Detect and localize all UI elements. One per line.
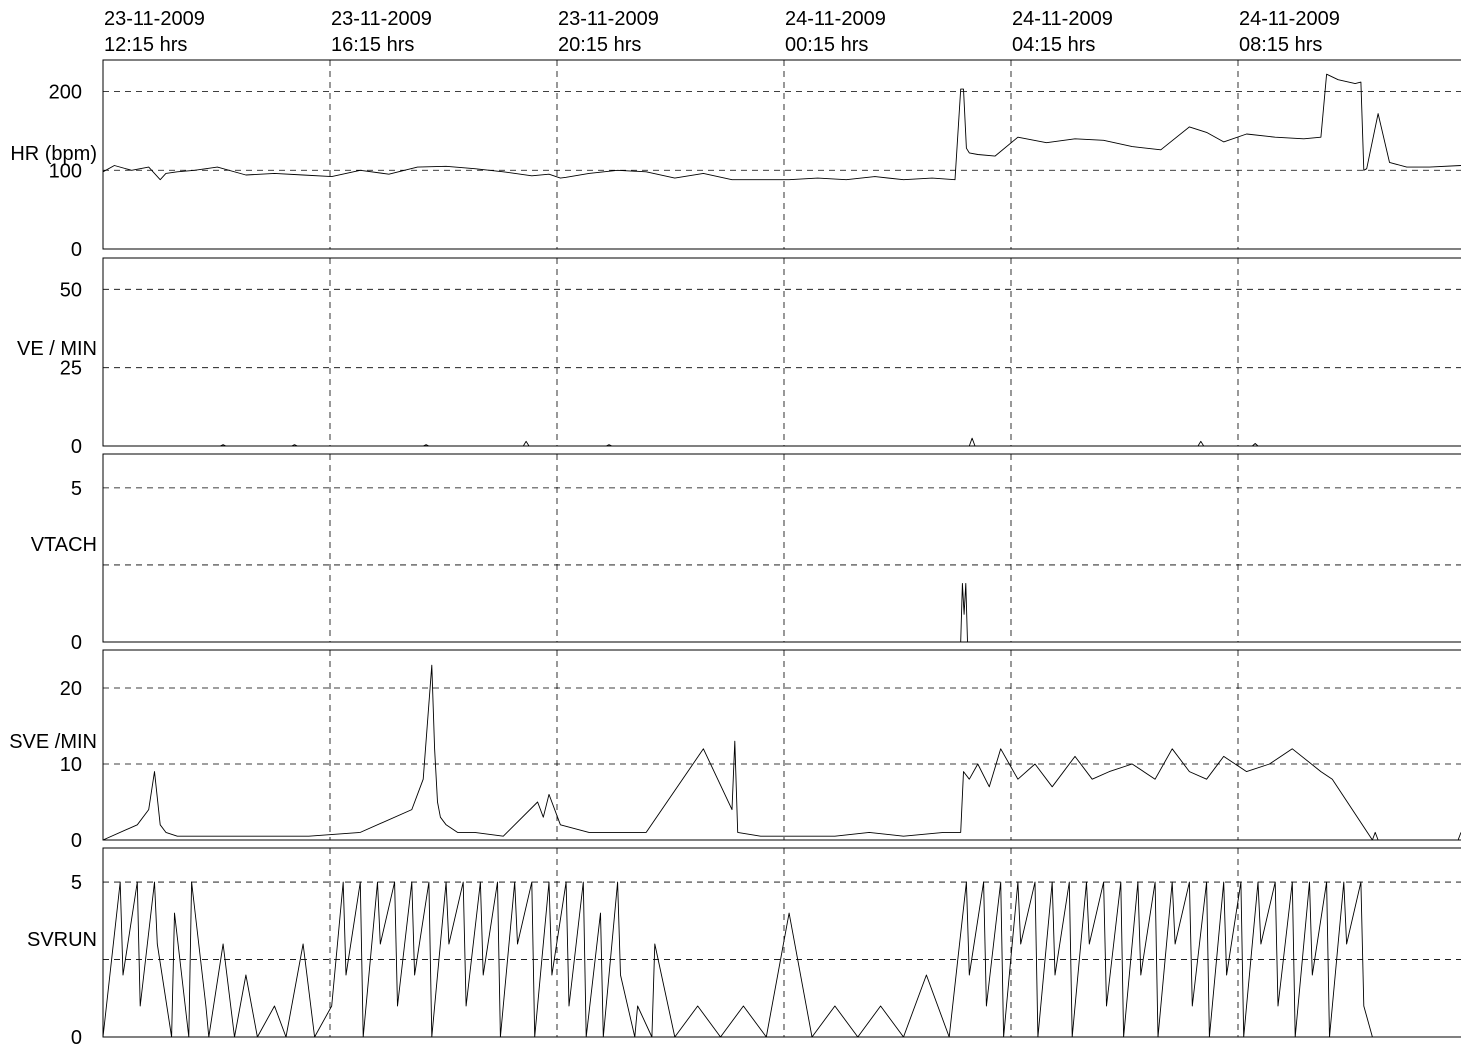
panel-label: SVRUN (27, 929, 97, 951)
time-axis: 23-11-2009 12:15 hrs 23-11-2009 16:15 hrs 23… (104, 8, 1340, 56)
time-tick-date-1: 23-11-2009 (331, 8, 432, 30)
panel-3: 0 10 20 SVE /MIN (9, 649, 1461, 852)
panel-2: 0 5 VTACH (31, 453, 1461, 654)
y-tick-label: 5 (71, 872, 82, 894)
panel-label: VE / MIN (17, 338, 97, 360)
series-line-3 (102, 664, 1461, 841)
panel-4: 0 5 SVRUN (27, 847, 1461, 1049)
y-tick-label: 25 (60, 358, 82, 380)
y-tick-label: 50 (60, 279, 82, 301)
panel-frame (102, 649, 1461, 841)
y-tick-label: 0 (71, 239, 82, 261)
panel-label: SVE /MIN (9, 731, 97, 753)
panel-frame (102, 257, 1461, 447)
panel-frame (102, 59, 1461, 250)
series-line-0 (102, 73, 1461, 181)
y-tick-label: 200 (49, 82, 82, 104)
panel-label: VTACH (31, 534, 97, 556)
time-tick-date-2: 23-11-2009 (558, 8, 659, 30)
y-tick-label: 5 (71, 478, 82, 500)
time-tick-time-3: 00:15 hrs (785, 34, 868, 56)
y-tick-label: 20 (60, 678, 82, 700)
panel-1: 0 25 50 VE / MIN (17, 257, 1461, 458)
time-tick-date-5: 24-11-2009 (1239, 8, 1340, 30)
y-tick-label: 0 (71, 436, 82, 458)
panel-0: 0 100 200 HR (bpm) (10, 59, 1461, 261)
y-tick-label: 10 (60, 754, 82, 776)
time-tick-time-1: 16:15 hrs (331, 34, 414, 56)
series-line-2 (103, 582, 1461, 643)
time-tick-time-4: 04:15 hrs (1012, 34, 1095, 56)
series-line-1 (103, 437, 1461, 447)
panel-label: HR (bpm) (10, 143, 97, 165)
time-tick-date-0: 23-11-2009 (104, 8, 205, 30)
y-tick-label: 100 (49, 160, 82, 182)
time-tick-time-5: 08:15 hrs (1239, 34, 1322, 56)
y-tick-label: 0 (71, 1027, 82, 1049)
series-line-4 (102, 881, 1461, 1038)
y-tick-label: 0 (71, 830, 82, 852)
panel-frame (102, 453, 1461, 643)
panel-frame (102, 847, 1461, 1038)
time-tick-date-4: 24-11-2009 (1012, 8, 1113, 30)
time-tick-time-0: 12:15 hrs (104, 34, 187, 56)
time-tick-time-2: 20:15 hrs (558, 34, 641, 56)
y-tick-label: 0 (71, 632, 82, 654)
time-tick-date-3: 24-11-2009 (785, 8, 886, 30)
